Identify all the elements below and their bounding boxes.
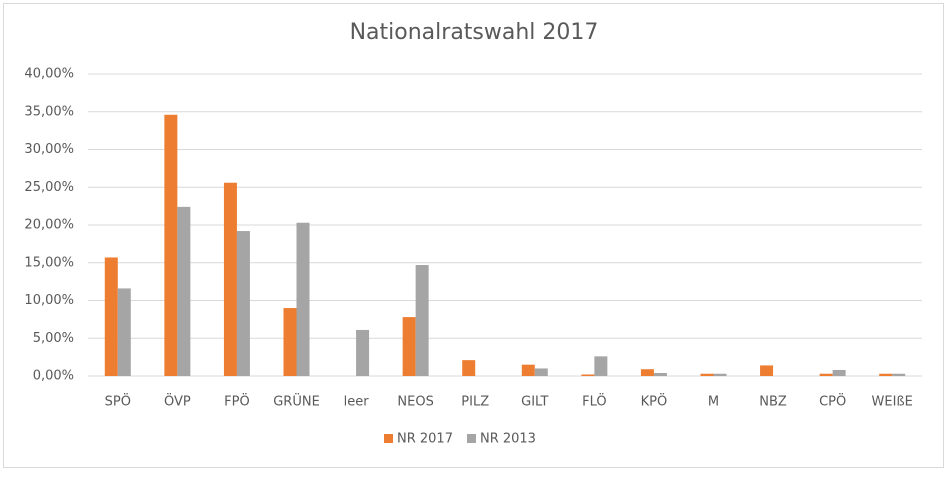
x-tick-label: M xyxy=(708,395,719,410)
y-tick-label: 20,00% xyxy=(24,218,74,233)
bar xyxy=(104,257,118,376)
bar xyxy=(177,206,191,376)
y-tick-label: 10,00% xyxy=(24,293,74,308)
x-tick-label: GRÜNE xyxy=(273,393,320,410)
bar xyxy=(223,182,237,376)
bar xyxy=(700,373,714,376)
bar xyxy=(581,374,595,376)
x-tick-label: PILZ xyxy=(461,395,489,410)
y-tick-label: 40,00% xyxy=(24,67,74,82)
x-tick-label: FLÖ xyxy=(582,393,607,410)
x-tick-label: KPÖ xyxy=(641,393,668,410)
x-tick-label: NEOS xyxy=(397,395,433,410)
legend-label: NR 2017 xyxy=(397,432,453,447)
bar xyxy=(819,373,833,376)
legend-swatch xyxy=(384,434,393,443)
x-tick-label: FPÖ xyxy=(224,393,250,410)
bar xyxy=(760,365,774,376)
bar xyxy=(296,222,310,376)
x-tick-label: GILT xyxy=(521,395,548,410)
x-tick-label: WEIßE xyxy=(872,395,913,410)
bar xyxy=(594,356,608,376)
y-tick-label: 0,00% xyxy=(33,369,74,384)
bar xyxy=(832,369,846,376)
bar xyxy=(879,373,893,376)
y-tick-label: 30,00% xyxy=(24,142,74,157)
legend-swatch xyxy=(466,434,476,443)
x-tick-label: ÖVP xyxy=(164,393,191,410)
bar xyxy=(713,373,727,376)
bar xyxy=(415,265,429,376)
chart-border xyxy=(3,3,944,468)
bar xyxy=(117,288,131,376)
bar xyxy=(402,317,416,376)
chart-title: Nationalratswahl 2017 xyxy=(350,20,599,45)
x-tick-label: SPÖ xyxy=(105,393,131,410)
y-tick-label: 15,00% xyxy=(24,255,74,270)
bar xyxy=(640,369,654,376)
bar xyxy=(356,329,370,376)
x-tick-label: leer xyxy=(344,395,370,410)
y-tick-label: 25,00% xyxy=(24,180,74,195)
bar xyxy=(462,360,476,376)
y-tick-label: 35,00% xyxy=(24,104,74,119)
bar xyxy=(653,372,667,376)
bar xyxy=(521,364,535,376)
bar xyxy=(283,308,297,376)
y-tick-label: 5,00% xyxy=(33,331,74,346)
bar xyxy=(892,373,906,376)
bar xyxy=(236,231,250,376)
legend-label: NR 2013 xyxy=(480,432,536,447)
bar xyxy=(534,368,548,376)
x-tick-label: NBZ xyxy=(759,395,787,410)
bar xyxy=(164,114,178,377)
x-tick-label: CPÖ xyxy=(819,393,846,410)
